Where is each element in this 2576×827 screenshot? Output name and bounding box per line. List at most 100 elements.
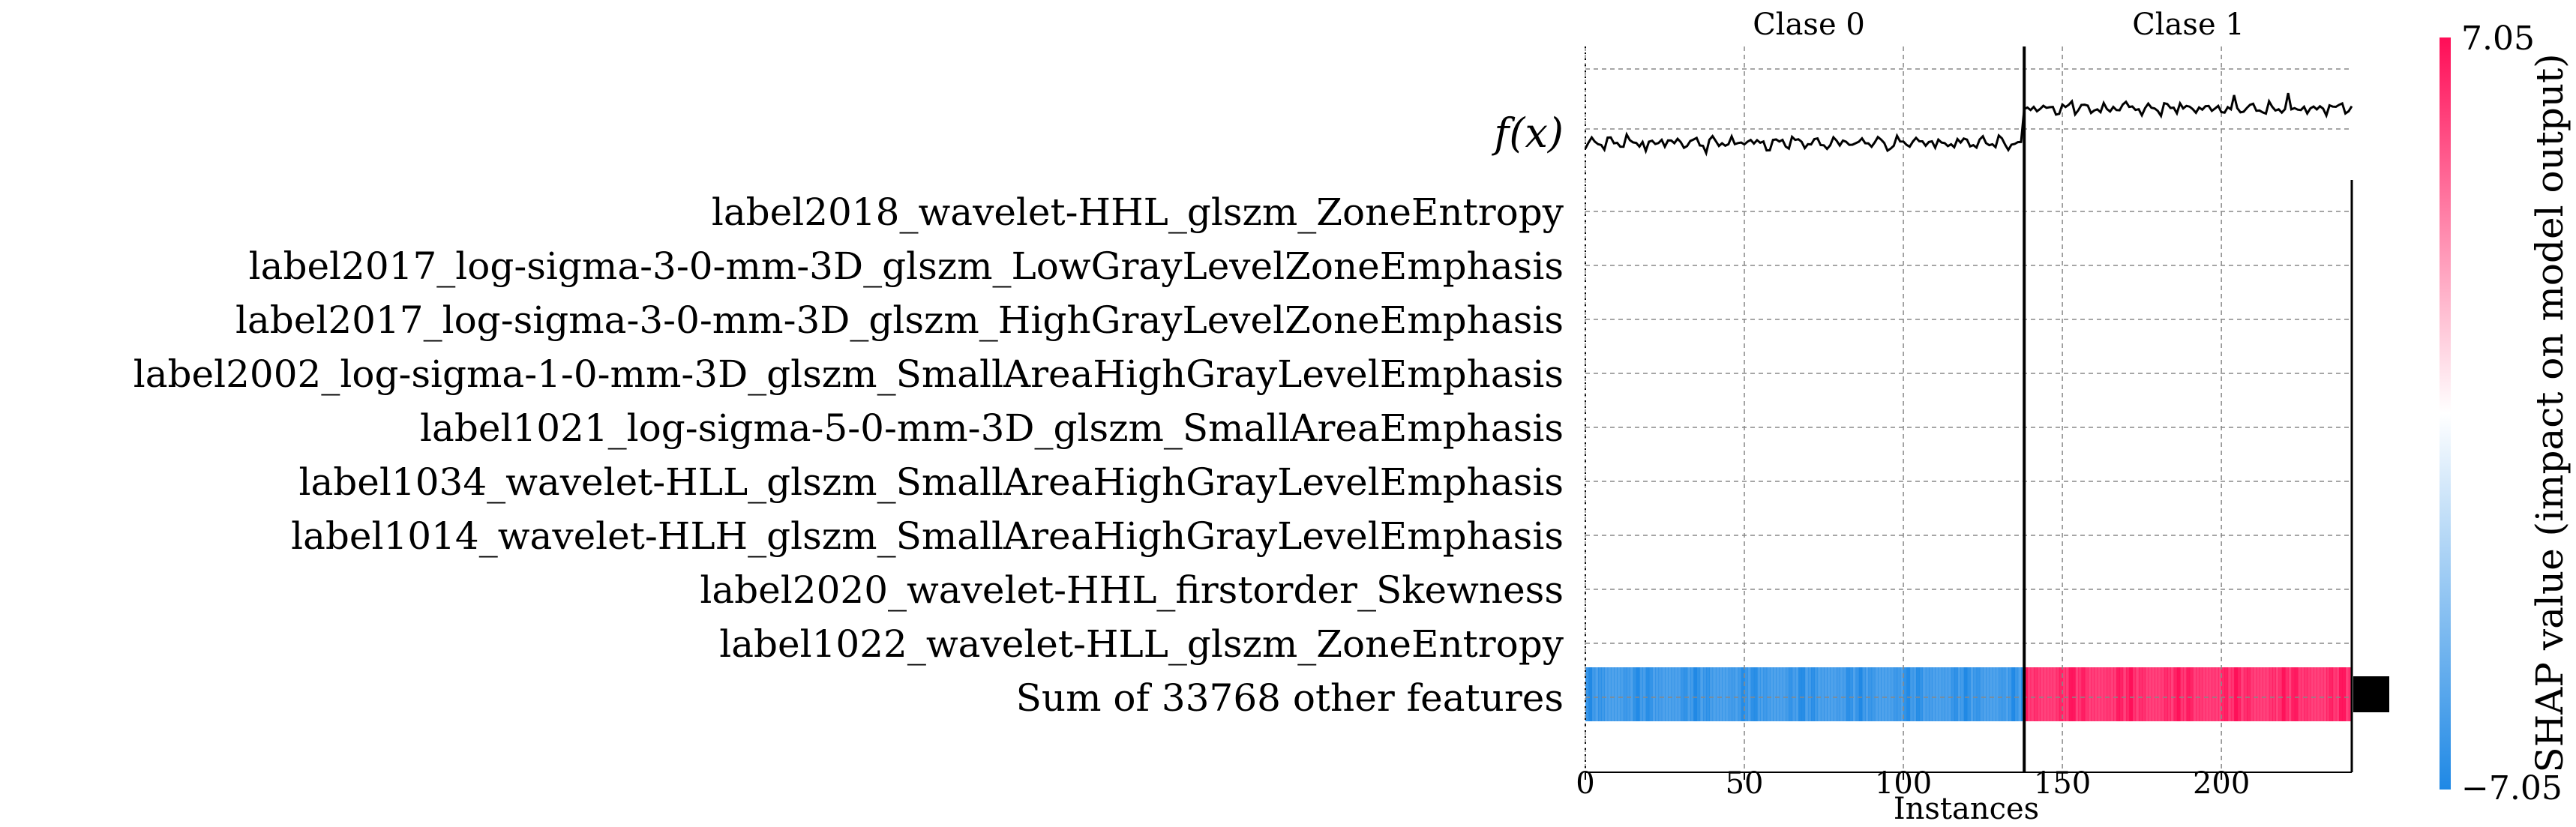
- heat-cell: [1849, 667, 1853, 721]
- heat-cell: [1976, 667, 1981, 721]
- heat-cell: [2256, 667, 2260, 721]
- x-tick-labels: 0 50 100 150 200: [1576, 766, 2250, 801]
- heat-cell: [2027, 667, 2032, 721]
- heat-cell: [1607, 667, 1612, 721]
- heat-cell: [2017, 667, 2022, 721]
- heat-cell: [1900, 667, 1904, 721]
- heat-cell: [2084, 667, 2089, 721]
- heat-cell: [2345, 667, 2350, 721]
- heat-cell: [2281, 667, 2286, 721]
- grid-lines: [1585, 46, 2352, 772]
- heat-cell: [1690, 667, 1694, 721]
- heat-cell: [1830, 667, 1834, 721]
- heat-cell: [2339, 667, 2343, 721]
- heat-cell: [1871, 667, 1876, 721]
- heat-cell: [1725, 667, 1729, 721]
- heat-cell: [2275, 667, 2280, 721]
- heat-cell: [2158, 667, 2162, 721]
- heat-cell: [1706, 667, 1710, 721]
- heat-cell: [1789, 667, 1793, 721]
- heat-cell: [1696, 667, 1701, 721]
- heat-cell: [2107, 667, 2111, 721]
- heat-cell: [1792, 667, 1796, 721]
- heat-cell: [1661, 667, 1666, 721]
- heat-cell: [1996, 667, 1999, 721]
- heat-cell: [1699, 667, 1704, 721]
- heat-cell: [1617, 667, 1621, 721]
- heat-cell: [2288, 667, 2293, 721]
- heat-cell: [2132, 667, 2137, 721]
- heat-cell: [2142, 667, 2146, 721]
- heat-cell: [1983, 667, 1987, 721]
- heat-cell: [1801, 667, 1806, 721]
- heat-cell: [2234, 667, 2238, 721]
- heat-cell: [2122, 667, 2127, 721]
- heat-cell: [2030, 667, 2035, 721]
- heat-cell: [1881, 667, 1885, 721]
- heat-cell: [1858, 667, 1863, 721]
- heat-cell: [2205, 667, 2209, 721]
- heat-cell: [2173, 667, 2178, 721]
- colorbar-label: SHAP value (impact on model output): [2528, 53, 2572, 772]
- heat-cell: [2317, 667, 2321, 721]
- feature-label: label2018_wavelet-HHL_glszm_ZoneEntropy: [712, 190, 1564, 234]
- heat-cell: [1843, 667, 1847, 721]
- heat-cell: [1597, 667, 1602, 721]
- heat-cell: [1658, 667, 1663, 721]
- heat-cell: [1960, 667, 1965, 721]
- feature-label: label1034_wavelet-HLL_glszm_SmallAreaHig…: [299, 460, 1564, 504]
- heat-cell: [2332, 667, 2337, 721]
- heat-cell: [1715, 667, 1720, 721]
- heat-cell: [2011, 667, 2016, 721]
- heat-cell: [2145, 667, 2149, 721]
- x-tick-label: 50: [1726, 766, 1764, 801]
- heatmap-cells: [1585, 667, 2353, 721]
- heat-cell: [1865, 667, 1870, 721]
- heat-cell: [1878, 667, 1882, 721]
- feature-label: label1014_wavelet-HLH_glszm_SmallAreaHig…: [291, 514, 1564, 558]
- heat-cell: [1585, 667, 1589, 721]
- heat-cell: [2062, 667, 2066, 721]
- heat-cell: [1807, 667, 1812, 721]
- heat-cell: [2323, 667, 2327, 721]
- heat-cell: [2310, 667, 2314, 721]
- heat-cell: [2059, 667, 2063, 721]
- x-axis-label: Instances: [1894, 792, 2039, 826]
- heat-cell: [1824, 667, 1828, 721]
- heat-cell: [1798, 667, 1802, 721]
- heat-cell: [1932, 667, 1936, 721]
- heat-cell: [1916, 667, 1920, 721]
- heat-cell: [1722, 667, 1726, 721]
- heat-cell: [2110, 667, 2114, 721]
- heat-cell: [2088, 667, 2092, 721]
- heat-cell: [1970, 667, 1974, 721]
- heat-cell: [1814, 667, 1819, 721]
- heat-cell: [1623, 667, 1627, 721]
- heat-cell: [1846, 667, 1850, 721]
- heat-cell: [1861, 667, 1866, 721]
- heat-cell: [1782, 667, 1786, 721]
- heat-cell: [2301, 667, 2305, 721]
- fx-label: f(x): [1491, 109, 1564, 157]
- heat-cell: [1966, 667, 1971, 721]
- heat-cell: [2329, 667, 2334, 721]
- heat-cell: [1655, 667, 1660, 721]
- heat-cell: [2050, 667, 2053, 721]
- group-label-clase-1: Clase 1: [2132, 7, 2245, 42]
- heat-cell: [1709, 667, 1714, 721]
- heat-cell: [2056, 667, 2060, 721]
- heat-cell: [1645, 667, 1650, 721]
- heat-cell: [1630, 667, 1634, 721]
- heat-cell: [2170, 667, 2175, 721]
- heat-cell: [1912, 667, 1917, 721]
- heat-cell: [1820, 667, 1825, 721]
- heat-cell: [1906, 667, 1911, 721]
- heat-cell: [2148, 667, 2152, 721]
- heat-cell: [2129, 667, 2133, 721]
- heat-cell: [1811, 667, 1815, 721]
- heat-cell: [2263, 667, 2267, 721]
- heat-cell: [2091, 667, 2095, 721]
- heat-cell: [2113, 667, 2117, 721]
- heat-cell: [2040, 667, 2044, 721]
- heat-cell: [2342, 667, 2347, 721]
